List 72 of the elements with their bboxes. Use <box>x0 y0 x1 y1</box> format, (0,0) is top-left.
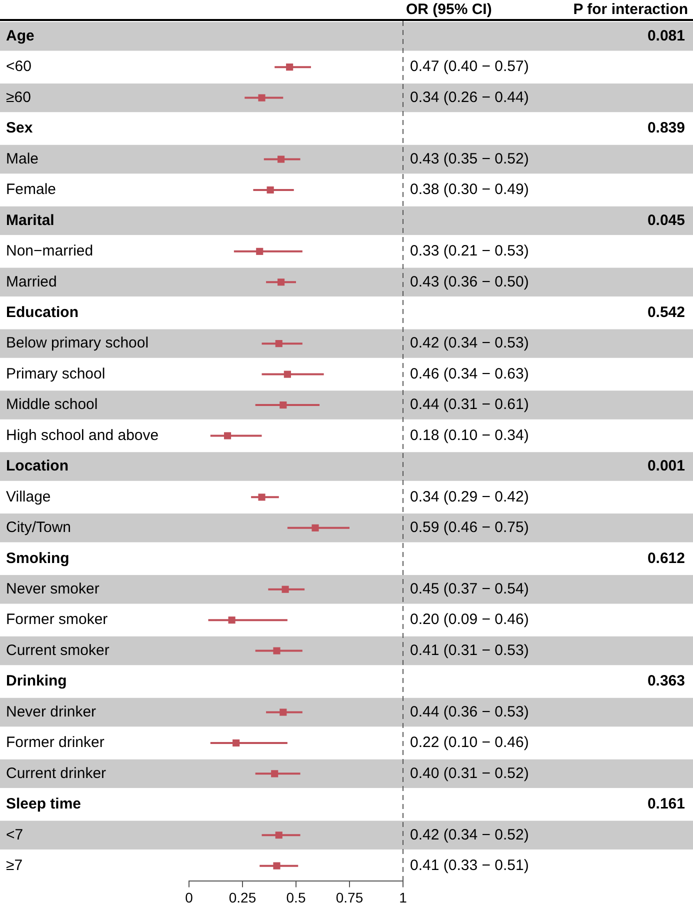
data-label: 0.42 (0.34 − 0.52) <box>410 826 529 844</box>
data-label: 0.40 (0.31 − 0.52) <box>410 764 529 782</box>
data-label: 0.43 (0.36 − 0.50) <box>410 273 529 290</box>
text: P for interaction <box>573 1 688 18</box>
point <box>273 862 280 870</box>
data-label: 0.46 (0.34 − 0.63) <box>410 365 529 382</box>
text: 0.161 <box>647 796 685 813</box>
y-tick-label: <7 <box>6 826 24 844</box>
y-tick-label: Marital <box>6 212 54 229</box>
y-tick-label: Below primary school <box>6 334 149 352</box>
text: 0.612 <box>647 550 685 567</box>
y-tick-label: Smoking <box>6 550 70 567</box>
y-tick-label: High school and above <box>6 426 159 444</box>
data-label: 0.44 (0.31 − 0.61) <box>410 396 529 414</box>
y-tick-label: <60 <box>6 58 32 76</box>
x-tick-label: 0.25 <box>228 889 256 906</box>
y-tick-label: Current smoker <box>6 642 110 659</box>
point <box>228 616 236 624</box>
data-label: 0.45 (0.37 − 0.54) <box>410 580 529 598</box>
y-tick-label: Never smoker <box>6 580 100 598</box>
data-label: 0.42 (0.34 − 0.53) <box>410 334 529 352</box>
text: 0.081 <box>647 28 685 44</box>
y-tick-label: Former smoker <box>6 611 108 628</box>
point <box>232 739 240 746</box>
text: 0.542 <box>647 304 685 321</box>
y-tick-label: Sleep time <box>6 796 82 813</box>
text: OR (95% CI) <box>406 1 492 18</box>
data-label: 0.22 (0.10 − 0.46) <box>410 734 529 752</box>
data-label: 0.44 (0.36 − 0.53) <box>410 703 529 720</box>
y-tick-label: Primary school <box>6 365 106 382</box>
data-label: 0.43 (0.35 − 0.52) <box>410 150 529 168</box>
y-tick-label: Location <box>6 458 68 475</box>
data-label: 0.47 (0.40 − 0.57) <box>410 58 529 76</box>
x-tick-label: 0 <box>185 889 194 906</box>
y-tick-label: Non−married <box>6 242 94 260</box>
y-tick-label: ≥60 <box>6 88 31 106</box>
data-label: 0.41 (0.31 − 0.53) <box>410 642 529 659</box>
y-tick-label: Drinking <box>6 672 67 690</box>
y-tick-label: Education <box>6 304 79 321</box>
y-tick-label: Age <box>6 28 34 44</box>
text: 0.839 <box>647 120 685 137</box>
point <box>224 432 232 440</box>
data-label: 0.38 (0.30 − 0.49) <box>410 181 529 198</box>
point <box>286 64 294 71</box>
y-tick-label: Female <box>6 181 56 198</box>
data-label: 0.20 (0.09 − 0.46) <box>410 611 529 628</box>
point <box>256 248 264 255</box>
data-label: 0.33 (0.21 − 0.53) <box>410 242 529 260</box>
text: 0.045 <box>647 212 685 229</box>
y-tick-label: Middle school <box>6 396 98 414</box>
point <box>284 370 291 378</box>
data-label: 0.34 (0.26 − 0.44) <box>410 88 529 106</box>
point <box>266 186 274 194</box>
y-tick-label: Current drinker <box>6 764 106 782</box>
y-tick-label: Village <box>6 488 51 506</box>
y-tick-label: ≥7 <box>6 856 23 874</box>
x-tick-label: 0.5 <box>286 889 306 906</box>
data-label: 0.34 (0.29 − 0.42) <box>410 488 529 506</box>
data-label: 0.59 (0.46 − 0.75) <box>410 519 529 536</box>
y-tick-label: Former drinker <box>6 734 104 752</box>
text: 0.363 <box>647 672 685 690</box>
x-tick-label: 0.75 <box>336 889 364 906</box>
x-tick-label: 1 <box>399 889 408 906</box>
data-label: 0.18 (0.10 − 0.34) <box>410 426 529 444</box>
y-tick-label: Sex <box>6 120 34 137</box>
y-tick-label: Male <box>6 150 39 168</box>
y-tick-label: City/Town <box>6 519 72 536</box>
point <box>258 494 266 501</box>
text: 0.001 <box>647 458 685 475</box>
y-tick-label: Married <box>6 273 57 290</box>
y-tick-label: Never drinker <box>6 703 96 720</box>
data-label: 0.41 (0.33 − 0.51) <box>410 856 529 874</box>
